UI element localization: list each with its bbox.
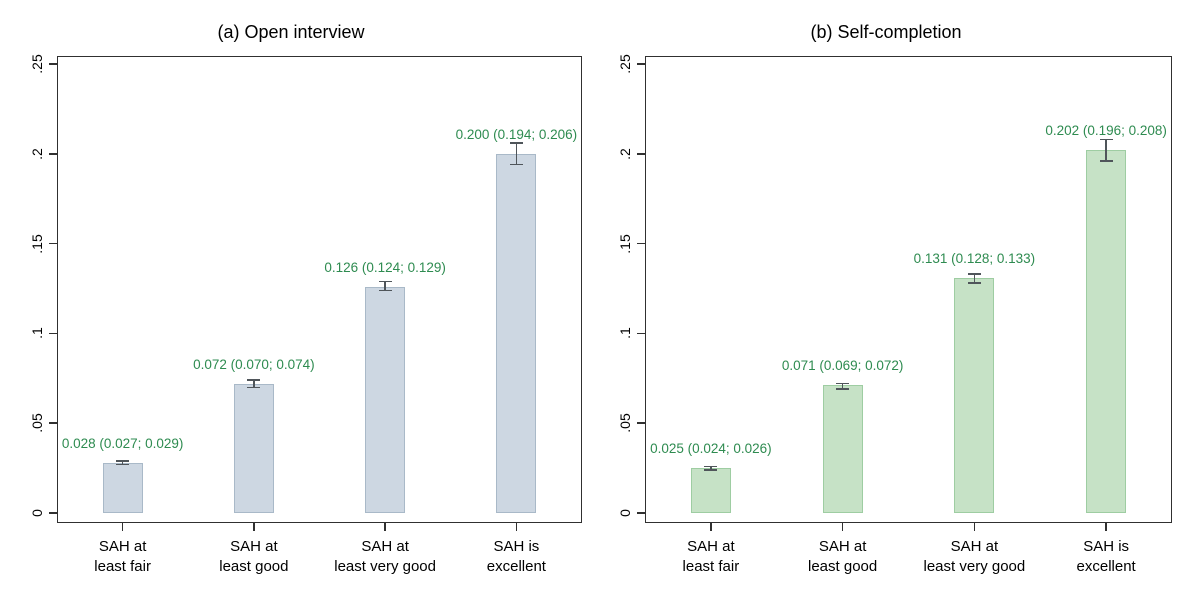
y-axis-tick [49, 63, 57, 65]
x-axis-tick [841, 523, 844, 531]
panel-b-title: (b) Self-completion [810, 22, 962, 42]
error-bar [710, 466, 712, 470]
error-bar [1105, 139, 1107, 161]
error-bar-cap-top [704, 465, 718, 468]
error-bar-cap-bottom [116, 463, 130, 466]
bar [496, 153, 537, 513]
y-axis-tick [49, 242, 57, 245]
y-axis-tick [637, 332, 645, 335]
error-bar [973, 274, 976, 284]
x-axis-category-label: SAH at least very good [923, 538, 1026, 575]
y-axis-tick-label: .2 [29, 147, 45, 160]
panel-a-title: (a) Open interview [217, 22, 365, 42]
x-axis-category-label: SAH at least good [808, 538, 878, 575]
x-axis-tick [253, 523, 255, 531]
error-bar-cap-bottom [1099, 160, 1113, 162]
y-axis-tick [637, 242, 645, 245]
error-bar-cap-top [1099, 138, 1113, 141]
x-axis-category-label: SAH at least good [219, 538, 289, 575]
y-axis-tick [637, 63, 645, 65]
error-bar-cap-top [116, 460, 130, 462]
y-axis-tick-label: .2 [617, 147, 633, 160]
bar-value-label: 0.028 (0.027; 0.029) [61, 435, 184, 451]
bar [1086, 150, 1127, 513]
bar-value-label: 0.126 (0.124; 0.129) [324, 259, 446, 275]
bar [822, 385, 863, 513]
y-axis-tick-label: .25 [617, 54, 633, 74]
error-bar-cap-top [836, 382, 850, 385]
error-bar-cap-bottom [836, 388, 850, 390]
error-bar [515, 143, 518, 165]
error-bar-cap-bottom [967, 282, 981, 284]
panel-a-plot-area [57, 56, 582, 523]
x-axis-tick [384, 523, 386, 531]
bar-value-label: 0.072 (0.070; 0.074) [193, 356, 315, 372]
y-axis-tick [637, 512, 645, 514]
error-bar [384, 281, 386, 291]
x-axis-category-label: SAH is excellent [486, 538, 546, 575]
error-bar [121, 460, 124, 465]
bar [690, 468, 731, 513]
x-axis-category-label: SAH is excellent [1076, 538, 1136, 575]
x-axis-tick [973, 523, 976, 531]
error-bar-cap-top [247, 379, 261, 381]
error-bar-cap-bottom [378, 289, 392, 292]
bar-value-label: 0.131 (0.128; 0.133) [913, 250, 1036, 266]
y-axis-tick-label: 0 [617, 509, 633, 517]
error-bar [253, 380, 255, 388]
x-axis-tick [515, 523, 518, 531]
error-bar-cap-top [378, 280, 392, 283]
x-axis-tick [121, 523, 124, 531]
x-axis-category-label: SAH at least fair [94, 538, 151, 575]
y-axis-tick [637, 153, 645, 155]
y-axis-tick-label: .15 [617, 233, 633, 254]
y-axis-tick [637, 422, 645, 424]
bar-value-label: 0.200 (0.194; 0.206) [455, 126, 578, 142]
y-axis-tick-label: .1 [617, 327, 633, 340]
y-axis-tick-label: .25 [29, 54, 45, 74]
y-axis-tick-label: .05 [617, 413, 633, 433]
bar [954, 277, 995, 513]
x-axis-tick [710, 523, 712, 531]
y-axis-tick-label: .1 [29, 327, 45, 340]
x-axis-category-label: SAH at least very good [334, 538, 436, 575]
y-axis-tick [49, 153, 57, 155]
error-bar-cap-bottom [247, 386, 261, 389]
bar-value-label: 0.071 (0.069; 0.072) [781, 358, 904, 374]
error-bar-cap-bottom [704, 469, 718, 471]
y-axis-tick-label: .15 [29, 233, 45, 254]
y-axis-tick-label: 0 [29, 509, 45, 517]
y-axis-tick [49, 422, 57, 424]
error-bar-cap-top [967, 273, 981, 275]
x-axis-category-label: SAH at least fair [682, 538, 740, 575]
error-bar-cap-bottom [509, 163, 523, 166]
panel-b-plot-area [645, 56, 1172, 523]
error-bar [841, 383, 844, 390]
y-axis-tick [49, 512, 57, 514]
x-axis-tick [1105, 523, 1107, 531]
bar [102, 462, 143, 513]
bar-value-label: 0.025 (0.024; 0.026) [650, 441, 772, 457]
bar [233, 383, 274, 513]
bar [365, 286, 406, 513]
bar-value-label: 0.202 (0.196; 0.208) [1045, 123, 1167, 139]
error-bar-cap-top [509, 142, 523, 144]
y-axis-tick [49, 332, 57, 335]
